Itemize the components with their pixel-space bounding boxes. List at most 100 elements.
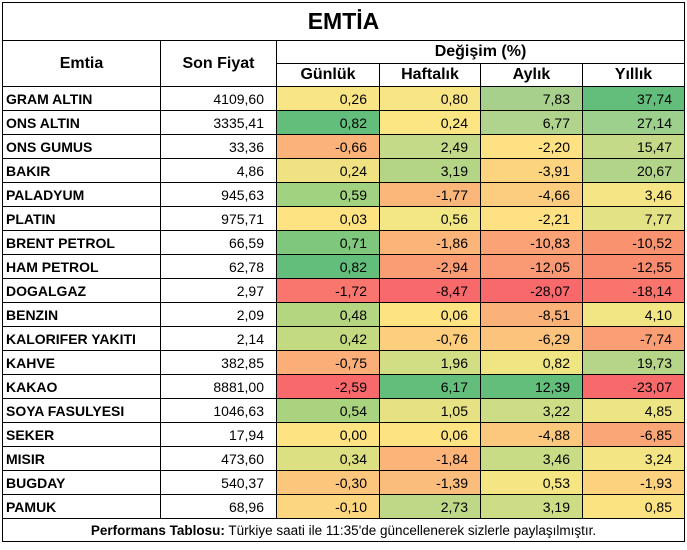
commodity-name: BENZIN [2,302,161,327]
last-price: 66,59 [160,230,277,255]
daily-change: 0,00 [276,422,380,447]
monthly-change: -10,83 [480,230,583,255]
yearly-change: -1,93 [582,470,685,495]
daily-change: 0,54 [276,398,380,423]
last-price: 17,94 [160,422,277,447]
monthly-change: 12,39 [480,374,583,399]
weekly-change: -2,94 [379,254,481,279]
table-row: ONS GUMUS 33,36 -0,66 2,49 -2,20 15,47 [2,134,685,159]
weekly-change: 2,73 [379,494,481,519]
weekly-change: 3,19 [379,158,481,183]
monthly-change: -2,20 [480,134,583,159]
daily-change: -0,66 [276,134,380,159]
yearly-change: 3,24 [582,446,685,471]
table-row: PAMUK 68,96 -0,10 2,73 3,19 0,85 [2,494,685,519]
yearly-change: -6,85 [582,422,685,447]
table-row: BAKIR 4,86 0,24 3,19 -3,91 20,67 [2,158,685,183]
daily-change: 0,82 [276,110,380,135]
header-yearly: Yıllık [582,63,685,87]
monthly-change: -4,88 [480,422,583,447]
table-row: BRENT PETROL 66,59 0,71 -1,86 -10,83 -10,52 [2,230,685,255]
last-price: 4109,60 [160,86,277,111]
yearly-change: -10,52 [582,230,685,255]
weekly-change: 1,96 [379,350,481,375]
daily-change: -1,72 [276,278,380,303]
daily-change: 0,24 [276,158,380,183]
daily-change: -0,75 [276,350,380,375]
weekly-change: 0,80 [379,86,481,111]
commodity-name: KALORIFER YAKITI [2,326,161,351]
last-price: 1046,63 [160,398,277,423]
monthly-change: 3,22 [480,398,583,423]
commodity-table: EMTİA Emtia Son Fiyat Değişim (%) Günlük… [2,2,685,542]
yearly-change: 27,14 [582,110,685,135]
commodity-name: KAHVE [2,350,161,375]
table-row: SOYA FASULYESI 1046,63 0,54 1,05 3,22 4,85 [2,398,685,423]
yearly-change: -7,74 [582,326,685,351]
last-price: 975,71 [160,206,277,231]
commodity-name: HAM PETROL [2,254,161,279]
last-price: 2,97 [160,278,277,303]
yearly-change: 0,85 [582,494,685,519]
last-price: 2,09 [160,302,277,327]
yearly-change: -23,07 [582,374,685,399]
table-row: BUGDAY 540,37 -0,30 -1,39 0,53 -1,93 [2,470,685,495]
commodity-name: MISIR [2,446,161,471]
monthly-change: -2,21 [480,206,583,231]
table-row: GRAM ALTIN 4109,60 0,26 0,80 7,83 37,74 [2,86,685,111]
daily-change: 0,48 [276,302,380,327]
commodity-name: BAKIR [2,158,161,183]
commodity-name: BUGDAY [2,470,161,495]
daily-change: -0,10 [276,494,380,519]
last-price: 945,63 [160,182,277,207]
table-row: SEKER 17,94 0,00 0,06 -4,88 -6,85 [2,422,685,447]
daily-change: -2,59 [276,374,380,399]
weekly-change: 1,05 [379,398,481,423]
header-price: Son Fiyat [160,40,277,87]
table-footer: Performans Tablosu: Türkiye saati ile 11… [2,518,685,542]
daily-change: 0,26 [276,86,380,111]
weekly-change: 0,06 [379,302,481,327]
header-change-group: Değişim (%) [276,40,685,64]
yearly-change: 7,77 [582,206,685,231]
header-weekly: Haftalık [379,63,481,87]
table-row: MISIR 473,60 0,34 -1,84 3,46 3,24 [2,446,685,471]
last-price: 4,86 [160,158,277,183]
monthly-change: 0,82 [480,350,583,375]
daily-change: 0,34 [276,446,380,471]
last-price: 382,85 [160,350,277,375]
header-monthly: Aylık [480,63,583,87]
monthly-change: -6,29 [480,326,583,351]
last-price: 473,60 [160,446,277,471]
yearly-change: -18,14 [582,278,685,303]
commodity-name: ONS ALTIN [2,110,161,135]
weekly-change: 0,24 [379,110,481,135]
last-price: 3335,41 [160,110,277,135]
table-row: ONS ALTIN 3335,41 0,82 0,24 6,77 27,14 [2,110,685,135]
header-commodity: Emtia [2,40,161,87]
daily-change: 0,59 [276,182,380,207]
table-row: DOGALGAZ 2,97 -1,72 -8,47 -28,07 -18,14 [2,278,685,303]
table-row: BENZIN 2,09 0,48 0,06 -8,51 4,10 [2,302,685,327]
table-row: PALADYUM 945,63 0,59 -1,77 -4,66 3,46 [2,182,685,207]
commodity-name: ONS GUMUS [2,134,161,159]
commodity-name: PALADYUM [2,182,161,207]
daily-change: 0,71 [276,230,380,255]
weekly-change: -0,76 [379,326,481,351]
daily-change: -0,30 [276,470,380,495]
monthly-change: -28,07 [480,278,583,303]
last-price: 33,36 [160,134,277,159]
last-price: 8881,00 [160,374,277,399]
monthly-change: 3,46 [480,446,583,471]
footer-text: Türkiye saati ile 11:35'de güncellenerek… [224,522,597,538]
yearly-change: 4,10 [582,302,685,327]
table-row: KALORIFER YAKITI 2,14 0,42 -0,76 -6,29 -7,74 [2,326,685,351]
yearly-change: 4,85 [582,398,685,423]
commodity-name: GRAM ALTIN [2,86,161,111]
table-row: KAKAO 8881,00 -2,59 6,17 12,39 -23,07 [2,374,685,399]
table-row: PLATIN 975,71 0,03 0,56 -2,21 7,77 [2,206,685,231]
weekly-change: 0,06 [379,422,481,447]
last-price: 540,37 [160,470,277,495]
weekly-change: -8,47 [379,278,481,303]
weekly-change: 2,49 [379,134,481,159]
